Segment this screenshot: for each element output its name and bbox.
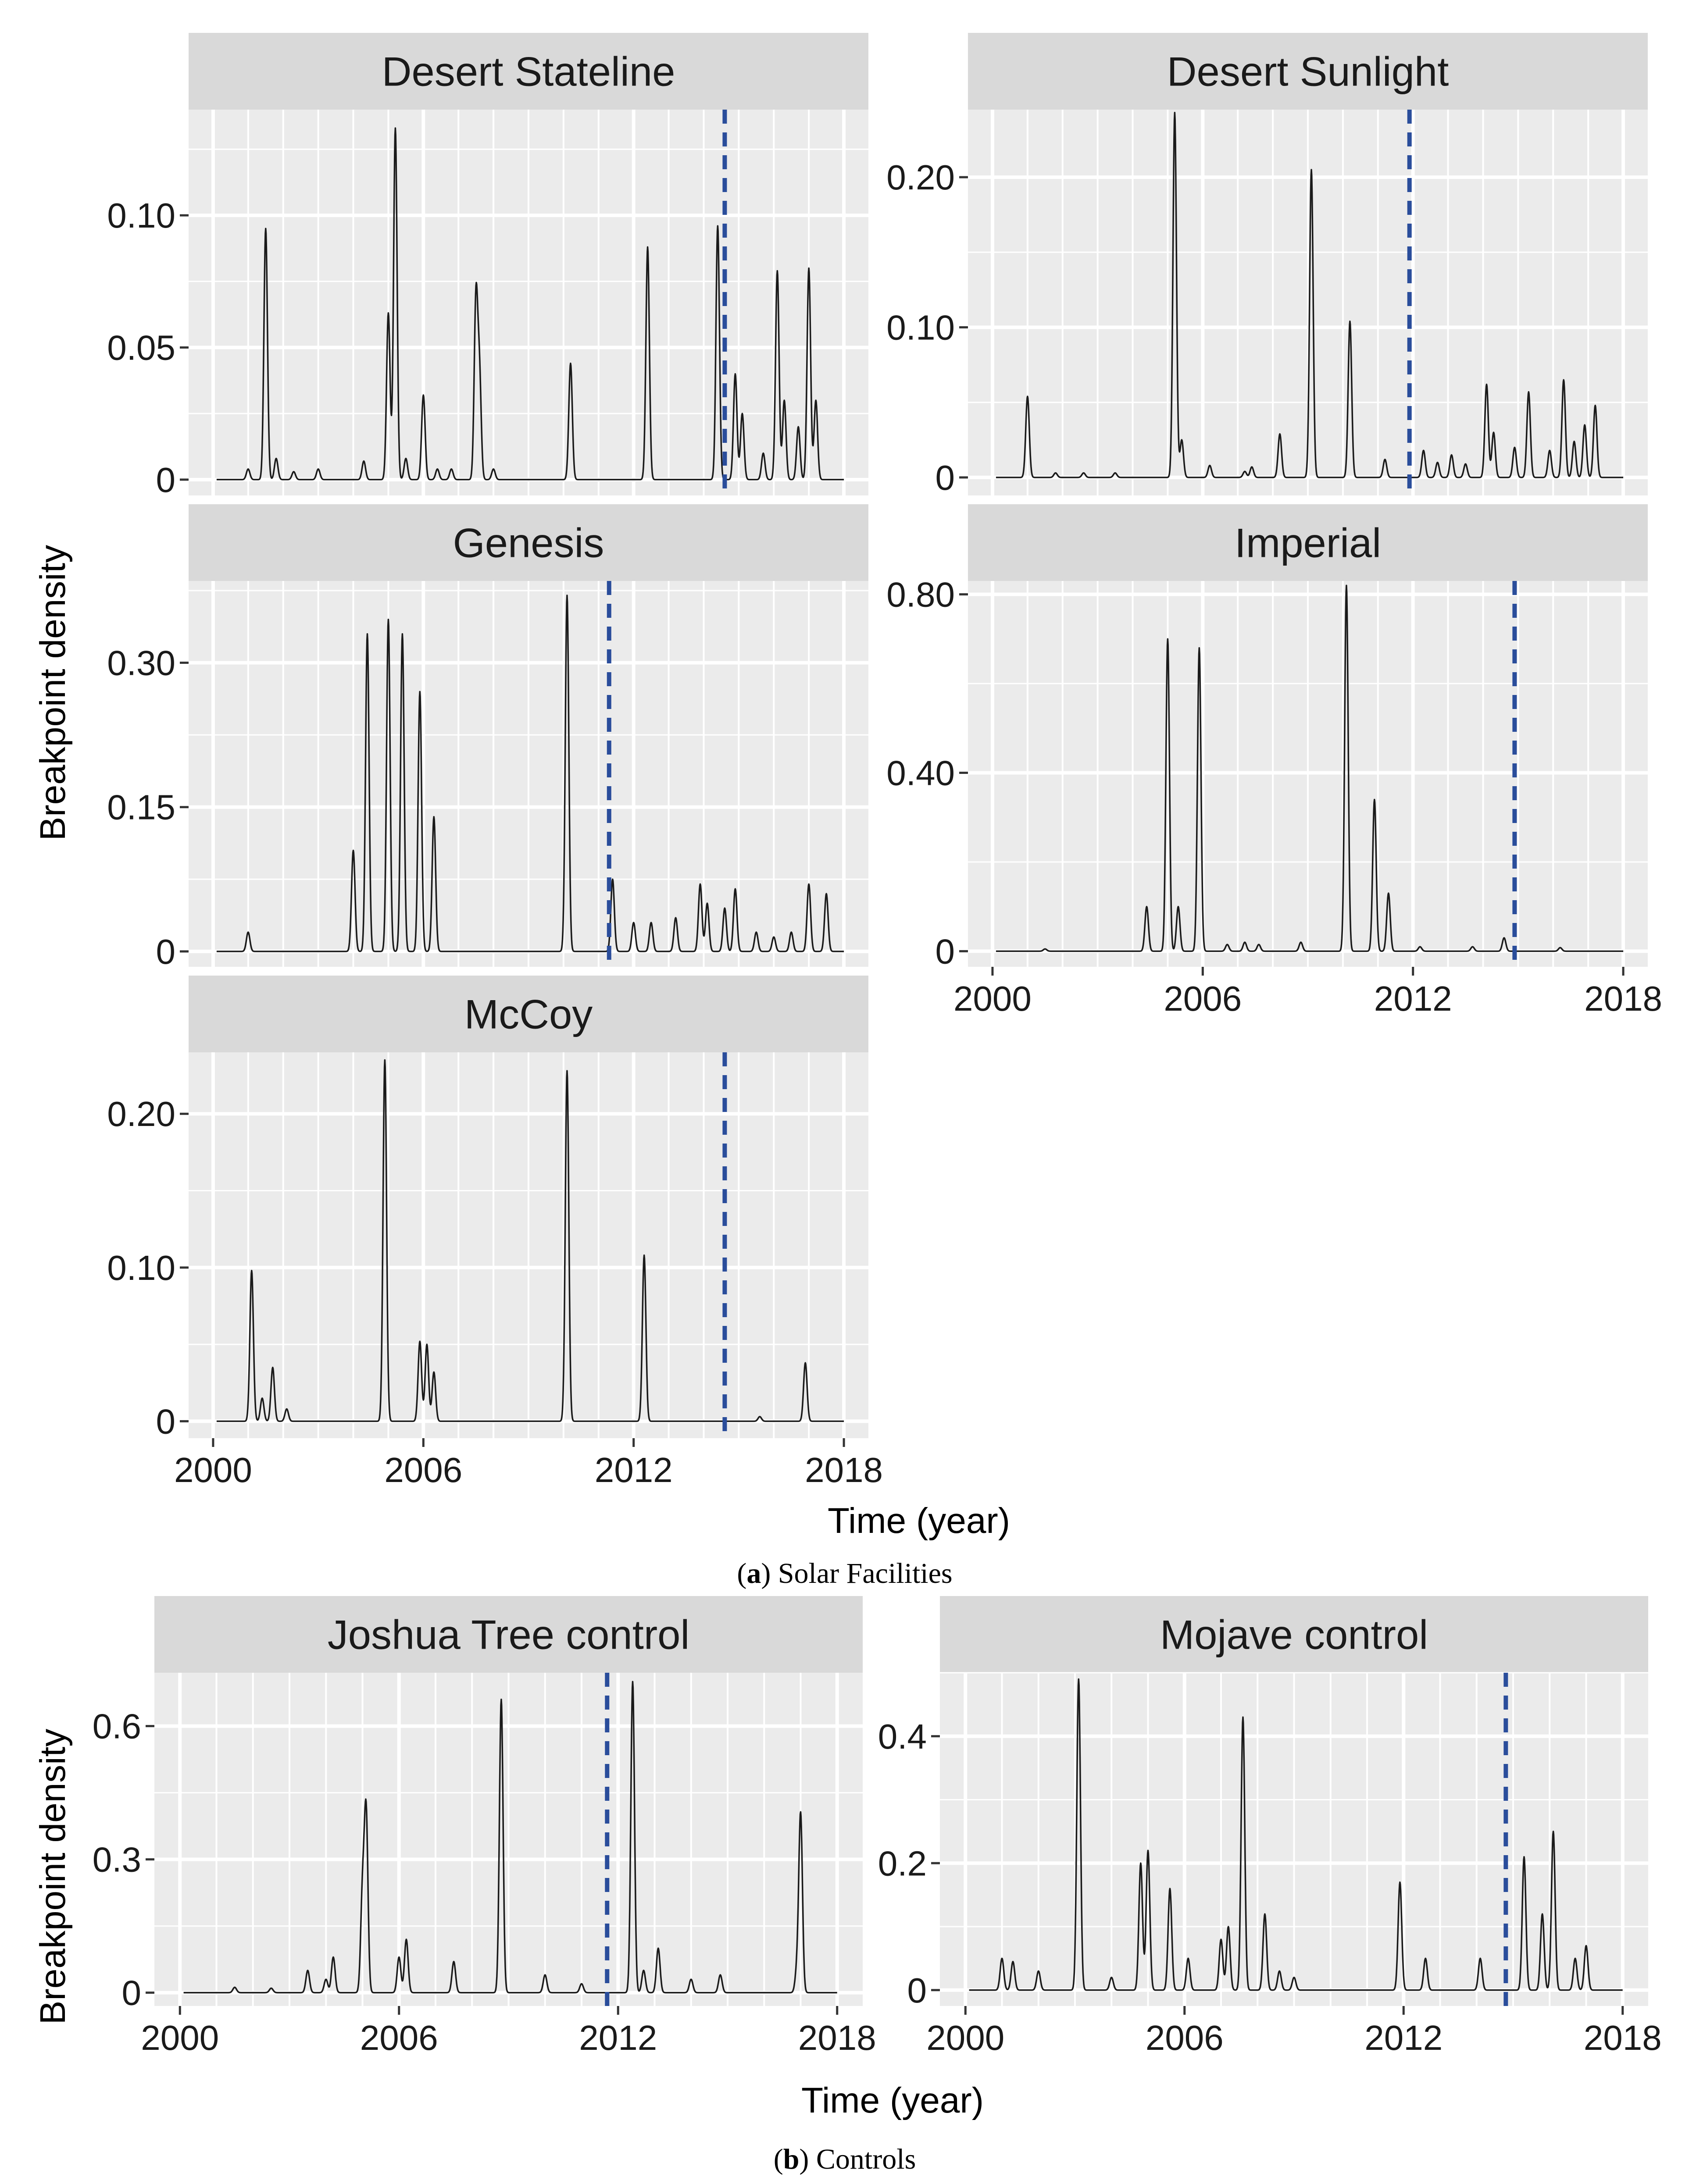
y-tick-label: 0 [156, 932, 176, 971]
x-tick-label: 2018 [798, 2018, 876, 2057]
section-b-ylabel: Breakpoint density [33, 1729, 73, 2025]
x-tick-label: 2000 [926, 2018, 1004, 2057]
y-tick-label: 0.20 [107, 1094, 175, 1133]
x-tick-label: 2006 [384, 1450, 462, 1489]
section-b-caption-letter: b [783, 2143, 800, 2175]
density-line-joshua-tree-control [183, 1681, 838, 1994]
x-tick-label: 2000 [174, 1450, 252, 1489]
x-tick-label: 2006 [1146, 2018, 1224, 2057]
panel-desert-sunlight: Desert Sunlight 0 0.10 0.20 [886, 33, 1648, 497]
x-tick-label: 2006 [360, 2018, 438, 2057]
x-tick-label: 2018 [1584, 2018, 1662, 2057]
x-tick-label: 2012 [579, 2018, 657, 2057]
density-line-genesis [216, 595, 845, 952]
x-tick-label: 2000 [141, 2018, 219, 2057]
y-tick-label: 0.20 [886, 158, 955, 197]
panel-joshua-tree-control: Joshua Tree control 0 0.3 0.6 2000 2006 2012 20… [93, 1596, 876, 2057]
panel-desert-stateline: Desert Stateline 0 0.05 0.10 [107, 33, 868, 499]
strip-joshua-tree-control [154, 1596, 863, 1673]
strip-mccoy [189, 976, 868, 1052]
y-tick-label: 0 [907, 1971, 927, 2010]
panel-mojave-control: Mojave control 0 0.2 0.4 2000 2006 2012 2018 [878, 1596, 1662, 2057]
strip-title-desert-sunlight: Desert Sunlight [1167, 49, 1449, 95]
y-tick-label: 0.40 [886, 753, 955, 792]
section-b-xlabel: Time (year) [801, 2081, 984, 2120]
strip-title-desert-stateline: Desert Stateline [382, 49, 675, 95]
panel-genesis: Genesis 0 0.15 0.30 [107, 504, 868, 971]
y-tick-label: 0.10 [886, 308, 955, 347]
x-tick-label: 2006 [1164, 979, 1242, 1018]
x-tick-label: 2018 [805, 1450, 883, 1489]
y-tick-label: 0.05 [107, 328, 175, 367]
strip-genesis [189, 504, 868, 581]
strip-desert-stateline [189, 33, 868, 110]
y-tick-label: 0.10 [107, 196, 175, 235]
y-tick-label: 0.15 [107, 788, 175, 827]
strip-title-mccoy: McCoy [464, 991, 593, 1037]
density-line-desert-stateline [216, 127, 845, 481]
y-tick-label: 0.80 [886, 575, 955, 614]
section-b-caption: (b) Controls [774, 2143, 916, 2175]
y-tick-label: 0.3 [93, 1840, 141, 1879]
y-tick-label: 0.2 [878, 1844, 927, 1883]
section-a-ylabel: Breakpoint density [33, 545, 73, 841]
y-tick-label: 0.4 [878, 1717, 927, 1756]
strip-title-genesis: Genesis [453, 520, 604, 566]
x-tick-label: 2012 [595, 1450, 673, 1489]
density-line-desert-sunlight [995, 112, 1624, 478]
section-a-caption-text: ) Solar Facilities [761, 1557, 952, 1589]
section-a-xlabel: Time (year) [828, 1501, 1010, 1541]
section-b-caption-text: ) Controls [799, 2143, 916, 2175]
y-tick-label: 0.6 [93, 1707, 141, 1746]
y-tick-label: 0 [156, 1402, 176, 1441]
y-tick-label: 0.30 [107, 644, 175, 683]
section-a-caption-letter: a [746, 1557, 761, 1589]
x-tick-label: 2012 [1374, 979, 1452, 1018]
gridlines-mojave-control [940, 1672, 1648, 2006]
x-tick-label: 2000 [953, 979, 1032, 1018]
section-a-caption: (a) Solar Facilities [737, 1557, 952, 1589]
panel-imperial: Imperial 0 0.40 0.80 2000 2006 2012 2018 [886, 504, 1662, 1018]
y-tick-label: 0 [936, 458, 955, 497]
y-tick-label: 0 [156, 460, 176, 499]
panel-mccoy: McCoy 0 0.10 0.20 2000 2006 2012 2018 [107, 976, 883, 1489]
strip-imperial [968, 504, 1648, 581]
density-line-imperial [995, 584, 1624, 952]
x-tick-label: 2018 [1584, 979, 1662, 1018]
strip-title-joshua-tree-control: Joshua Tree control [328, 1612, 690, 1658]
strip-title-imperial: Imperial [1235, 520, 1381, 566]
density-line-mccoy [216, 1059, 845, 1422]
density-line-mojave-control [968, 1678, 1623, 1991]
y-tick-label: 0.10 [107, 1248, 175, 1287]
strip-mojave-control [940, 1596, 1648, 1673]
y-tick-label: 0 [122, 1974, 142, 2013]
y-tick-label: 0 [936, 932, 955, 971]
strip-title-mojave-control: Mojave control [1160, 1612, 1428, 1658]
strip-desert-sunlight [968, 33, 1648, 110]
x-tick-label: 2012 [1364, 2018, 1443, 2057]
